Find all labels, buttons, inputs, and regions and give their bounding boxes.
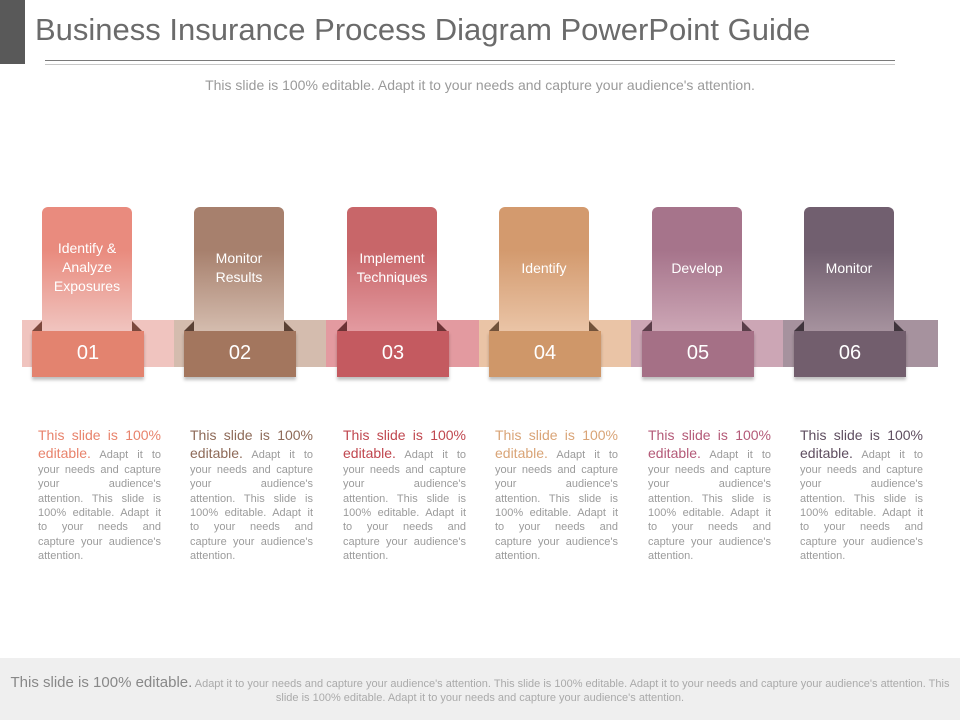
page-title: Business Insurance Process Diagram Power… — [35, 12, 811, 47]
fold-shadow-right — [437, 321, 447, 331]
footer-text: This slide is 100% editable. Adapt it to… — [7, 674, 953, 705]
step-description: This slide is 100% editable. Adapt it to… — [648, 426, 771, 564]
step-label: Develop — [671, 260, 723, 276]
step-description-body: Adapt it to your needs and capture your … — [38, 449, 161, 563]
fold-shadow-left — [489, 321, 499, 331]
process-step-6: Monitor 06 — [782, 207, 906, 382]
step-description-body: Adapt it to your needs and capture your … — [343, 449, 466, 563]
process-step-1: Identify & Analyze Exposures 01 — [20, 207, 144, 382]
fold-shadow-right — [742, 321, 752, 331]
fold-shadow-left — [184, 321, 194, 331]
step-tab: Monitor Results — [194, 207, 284, 331]
step-tab: Develop — [652, 207, 742, 331]
step-number-box: 01 — [32, 331, 144, 377]
step-description-lead: This slide is 100% editable. — [190, 427, 313, 462]
fold-shadow-right — [132, 321, 142, 331]
fold-shadow-right — [894, 321, 904, 331]
process-step-2: Monitor Results 02 — [172, 207, 296, 382]
step-label: Monitor — [825, 260, 873, 276]
footer-lead: This slide is 100% editable. — [10, 674, 193, 691]
step-description: This slide is 100% editable. Adapt it to… — [495, 426, 618, 564]
step-description-body: Adapt it to your needs and capture your … — [495, 449, 618, 563]
step-tab: Monitor — [804, 207, 894, 331]
footer-bar: This slide is 100% editable. Adapt it to… — [0, 658, 960, 720]
title-divider — [45, 60, 895, 61]
corner-accent-block — [0, 0, 25, 64]
step-tab: Implement Techniques — [347, 207, 437, 331]
process-step-4: Identify 04 — [477, 207, 601, 382]
fold-shadow-right — [589, 321, 599, 331]
step-description: This slide is 100% editable. Adapt it to… — [343, 426, 466, 564]
fold-shadow-left — [794, 321, 804, 331]
step-number-box: 02 — [184, 331, 296, 377]
process-step-3: Implement Techniques 03 — [325, 207, 449, 382]
step-description-lead: This slide is 100% editable. — [343, 427, 466, 462]
step-description: This slide is 100% editable. Adapt it to… — [800, 426, 923, 564]
step-number-box: 03 — [337, 331, 449, 377]
fold-shadow-left — [337, 321, 347, 331]
process-step-5: Develop 05 — [630, 207, 754, 382]
fold-shadow-left — [642, 321, 652, 331]
footer-body: Adapt it to your needs and capture your … — [194, 678, 950, 704]
step-description-lead: This slide is 100% editable. — [800, 427, 923, 462]
step-number-box: 06 — [794, 331, 906, 377]
fold-shadow-left — [32, 321, 42, 331]
step-description-lead: This slide is 100% editable. — [495, 427, 618, 462]
step-description-lead: This slide is 100% editable. — [38, 427, 161, 462]
step-description-lead: This slide is 100% editable. — [648, 427, 771, 462]
fold-shadow-right — [284, 321, 294, 331]
step-description-body: Adapt it to your needs and capture your … — [648, 449, 771, 563]
step-description-body: Adapt it to your needs and capture your … — [800, 449, 923, 563]
step-label: Identify & Analyze Exposures — [53, 240, 121, 294]
step-label: Monitor Results — [215, 250, 263, 285]
step-tab: Identify — [499, 207, 589, 331]
step-label: Implement Techniques — [356, 250, 428, 285]
step-description: This slide is 100% editable. Adapt it to… — [190, 426, 313, 564]
step-description-body: Adapt it to your needs and capture your … — [190, 449, 313, 563]
step-number-box: 05 — [642, 331, 754, 377]
step-number-box: 04 — [489, 331, 601, 377]
step-tab: Identify & Analyze Exposures — [42, 207, 132, 331]
title-divider-light — [45, 64, 895, 65]
step-label: Identify — [521, 260, 567, 276]
page-subtitle: This slide is 100% editable. Adapt it to… — [205, 77, 755, 93]
step-description: This slide is 100% editable. Adapt it to… — [38, 426, 161, 564]
